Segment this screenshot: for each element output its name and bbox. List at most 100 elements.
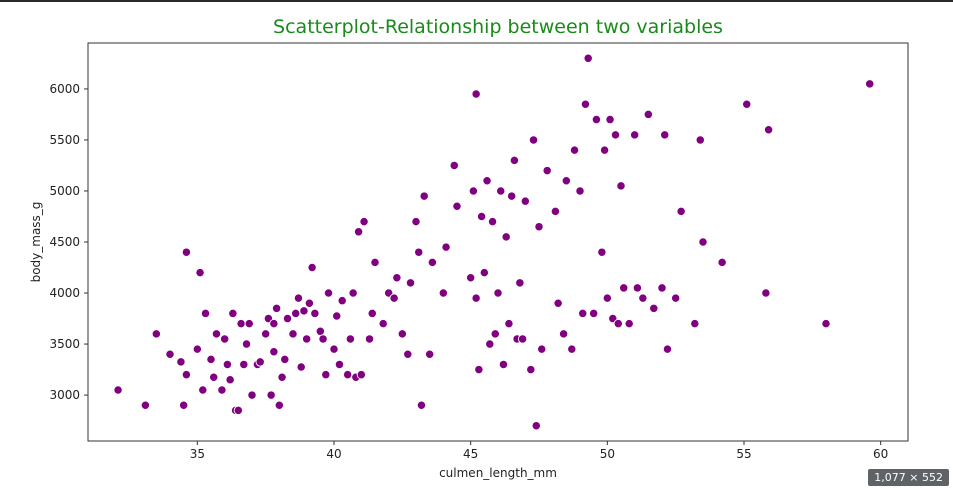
data-point (690, 318, 700, 329)
data-point (717, 257, 727, 268)
data-point (241, 339, 252, 349)
data-point (599, 145, 610, 155)
data-point (397, 329, 407, 339)
data-point (343, 370, 353, 380)
data-point (228, 308, 238, 319)
data-point (280, 354, 290, 365)
data-point (452, 201, 462, 211)
data-point (405, 278, 416, 288)
data-point (660, 130, 670, 140)
data-point (356, 370, 366, 380)
data-point (165, 349, 175, 359)
data-point (304, 298, 315, 308)
data-point (471, 293, 481, 303)
data-point (662, 344, 673, 354)
data-point (504, 318, 514, 329)
data-point (476, 211, 487, 222)
y-axis-label: body_mass_g (29, 202, 43, 283)
data-point (865, 79, 875, 89)
data-point (619, 283, 629, 293)
data-point (496, 186, 506, 196)
data-point (649, 303, 659, 313)
data-point (575, 186, 585, 196)
data-point (526, 364, 536, 375)
data-point (200, 308, 211, 319)
x-axis-ticks: 35 40 45 50 55 60 (190, 441, 888, 461)
data-point (761, 288, 771, 298)
data-point (474, 364, 484, 375)
data-point (414, 247, 424, 257)
data-point (591, 114, 602, 125)
data-point (698, 237, 708, 247)
y-axis-ticks: 3000 3500 4000 4500 5000 5500 6000 (49, 82, 88, 402)
data-point (487, 216, 498, 227)
data-point (821, 318, 831, 329)
data-point (282, 313, 293, 324)
data-point (367, 308, 377, 319)
data-point (179, 400, 189, 410)
data-point (220, 334, 230, 344)
data-point (490, 329, 500, 339)
data-point (471, 89, 481, 99)
window-top-border (0, 0, 953, 2)
data-point (307, 262, 317, 273)
data-point (291, 308, 301, 319)
data-point (441, 242, 451, 252)
data-point (209, 372, 219, 382)
data-point (493, 288, 503, 298)
data-point (271, 303, 282, 313)
chart-title: Scatterplot-Relationship between two var… (273, 16, 723, 38)
data-point (742, 99, 752, 109)
data-point (389, 293, 399, 303)
data-point (671, 293, 681, 303)
data-point (605, 114, 615, 125)
data-point (632, 283, 643, 293)
data-point (438, 288, 448, 298)
x-tick-label: 35 (190, 447, 205, 461)
data-point (329, 344, 339, 354)
data-point (151, 329, 161, 339)
data-point (517, 334, 528, 344)
data-point (302, 334, 312, 344)
x-axis-label: culmen_length_mm (439, 466, 557, 480)
data-point (269, 318, 279, 329)
y-tick-label: 5500 (49, 133, 80, 147)
data-point (466, 273, 476, 283)
data-point (392, 273, 402, 283)
data-point (332, 311, 342, 321)
data-point (411, 216, 421, 227)
data-point (359, 216, 369, 227)
data-point (583, 53, 593, 63)
data-point (266, 390, 276, 400)
y-tick-label: 3500 (49, 337, 80, 351)
data-point (507, 191, 517, 201)
data-point (364, 334, 375, 344)
data-point (558, 329, 569, 339)
data-point (485, 339, 495, 349)
data-point (293, 293, 304, 303)
data-point (657, 283, 667, 293)
data-point (345, 334, 356, 344)
data-point (531, 421, 541, 431)
data-point (479, 267, 489, 278)
data-point (353, 227, 364, 237)
data-point (763, 125, 774, 135)
data-point (578, 308, 588, 319)
data-point (225, 375, 235, 385)
data-point (425, 349, 435, 359)
data-point (318, 334, 328, 344)
data-point (597, 247, 607, 257)
data-point (695, 135, 705, 145)
data-point (498, 359, 509, 370)
x-tick-label: 40 (326, 447, 341, 461)
data-point (419, 191, 429, 201)
data-point (181, 247, 192, 257)
data-point (334, 359, 345, 370)
data-point (638, 293, 648, 303)
data-point (427, 257, 438, 268)
plot-area (87, 42, 909, 442)
data-point (534, 222, 544, 232)
y-tick-label: 6000 (49, 82, 80, 96)
data-point (602, 293, 612, 303)
